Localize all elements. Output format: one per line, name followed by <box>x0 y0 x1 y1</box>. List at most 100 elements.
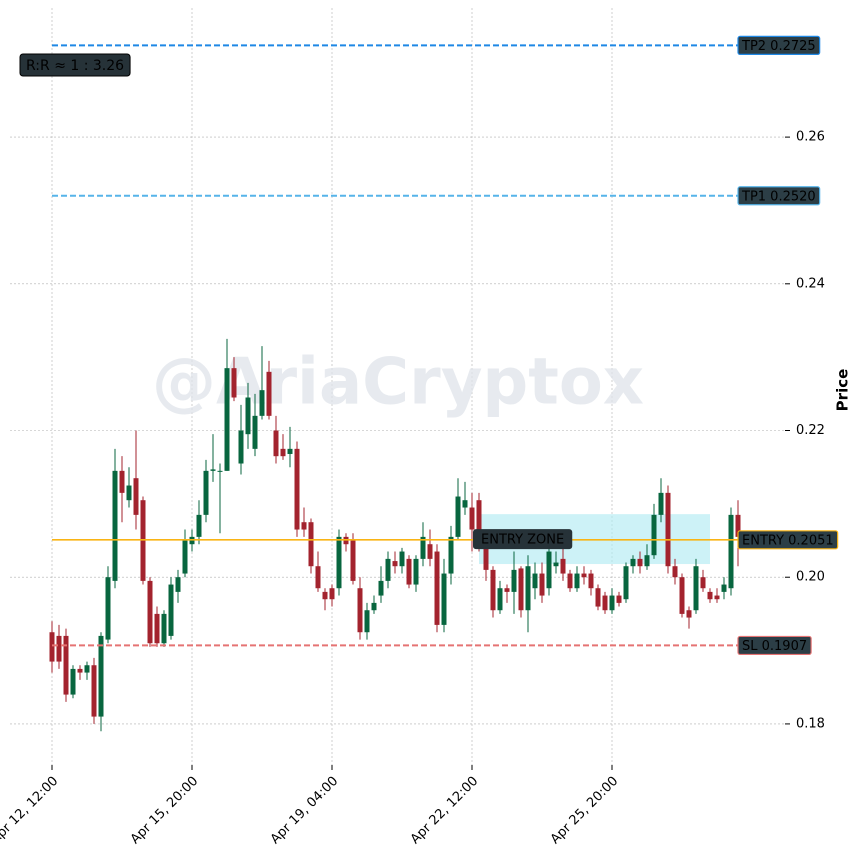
candle-body <box>490 569 496 611</box>
candle-body <box>392 561 398 567</box>
candle-body <box>308 522 314 567</box>
candle-body <box>385 558 391 581</box>
candle-body <box>476 500 482 545</box>
y-tick-label: 0.20 <box>796 570 825 585</box>
candle-body <box>714 595 720 600</box>
candle-body <box>84 665 90 673</box>
candle-body <box>357 588 363 633</box>
candle-body <box>56 635 62 662</box>
level-label: TP2 0.2725 <box>741 39 816 54</box>
plot: TP2 0.2725 TP1 0.2520 ENTRY 0.2051 SL 0.190… <box>19 35 839 732</box>
candle-body <box>371 602 377 611</box>
candle-body <box>525 566 531 611</box>
candle-body <box>735 514 741 537</box>
candle-body <box>609 595 615 611</box>
candle-body <box>455 496 461 537</box>
candle-body <box>399 551 405 567</box>
y-tick-label: 0.22 <box>796 423 825 438</box>
candle-body <box>63 635 69 695</box>
candle-body <box>511 569 517 592</box>
candle-body <box>266 371 272 416</box>
zone-label-box <box>473 529 573 550</box>
x-tick-label: Apr 15, 20:00 <box>128 774 201 847</box>
candle-body <box>665 492 671 567</box>
candle-body <box>245 397 251 435</box>
candle-body <box>637 558 643 567</box>
candle-body <box>203 470 209 515</box>
candle-body <box>532 573 538 589</box>
candle-body <box>168 584 174 636</box>
candle-body <box>231 368 237 398</box>
candle-body <box>595 588 601 607</box>
candle-body <box>406 558 412 585</box>
candle-body <box>553 562 559 567</box>
candle-body <box>434 551 440 625</box>
candle-body <box>224 368 230 471</box>
candle-body <box>679 577 685 614</box>
candle-body <box>112 470 118 581</box>
candle-body <box>644 555 650 567</box>
candle-body <box>581 573 587 578</box>
candle-body <box>161 613 167 644</box>
candle-body <box>693 566 699 611</box>
candle-body <box>483 544 489 570</box>
candle-body <box>287 448 293 454</box>
candle-body <box>273 430 279 457</box>
candle-body <box>420 536 426 559</box>
x-tick-label: Apr 25, 20:00 <box>548 774 621 847</box>
candle-body <box>147 580 153 644</box>
x-tick-label: Apr 12, 12:00 <box>0 774 61 847</box>
candle-body <box>658 492 664 515</box>
candle-body <box>707 591 713 600</box>
candle-body <box>588 573 594 589</box>
candle-body <box>315 566 321 589</box>
candle-body <box>574 573 580 589</box>
level-label-box <box>737 186 821 206</box>
candle-body <box>329 588 335 600</box>
level-label-box <box>737 635 812 656</box>
level-label: ENTRY 0.2051 <box>742 533 834 548</box>
candle-body <box>364 610 370 633</box>
candle-body <box>462 500 468 508</box>
y-tick-label: 0.26 <box>796 130 825 145</box>
level-label: TP1 0.2520 <box>741 189 816 204</box>
candle-body <box>686 610 692 618</box>
level-label: SL 0.1907 <box>742 639 807 654</box>
candle-body <box>602 595 608 611</box>
candle-body <box>546 551 552 589</box>
candle-body <box>448 536 454 574</box>
candle-body <box>336 536 342 589</box>
candle-body <box>119 470 125 493</box>
level-label-box <box>737 530 839 550</box>
candle-body <box>378 580 384 596</box>
candle-body <box>497 588 503 611</box>
candle-body <box>175 577 181 592</box>
x-tick-label: Apr 19, 04:00 <box>268 774 341 847</box>
candle-body <box>350 540 356 581</box>
candle-body <box>210 469 216 471</box>
candle-body <box>217 470 223 472</box>
x-tick-label: Apr 22, 12:00 <box>408 774 481 847</box>
candle-body <box>721 584 727 592</box>
annotation: R:R ≈ 1 : 3.26 <box>26 58 124 74</box>
candle-body <box>154 613 160 644</box>
grid: 0.18 0.20 0.22 0.24 0.26 Apr 12, 12:00 Apr 15,… <box>0 8 825 847</box>
candle-body <box>49 632 55 662</box>
candle-body <box>427 544 433 559</box>
candle-body <box>252 415 258 449</box>
candle-body <box>651 514 657 556</box>
candle-body <box>623 566 629 600</box>
candle-body <box>728 514 734 589</box>
level-label-box <box>737 35 821 56</box>
candle-body <box>259 390 265 416</box>
candle-body <box>567 573 573 589</box>
candle-body <box>238 430 244 464</box>
candle-body <box>280 448 286 457</box>
annotation-box <box>19 53 131 77</box>
candle-body <box>616 595 622 603</box>
candle-body <box>630 558 636 567</box>
candle-body <box>413 558 419 585</box>
candle-body <box>126 485 132 501</box>
